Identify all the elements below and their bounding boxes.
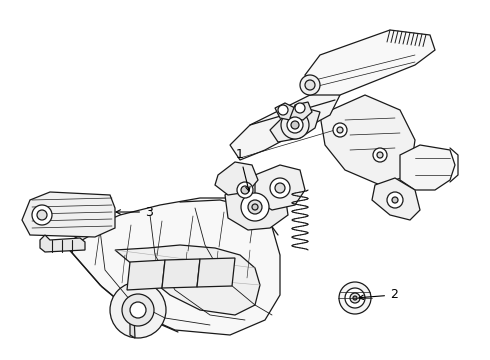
Circle shape [122, 294, 154, 326]
Circle shape [392, 197, 398, 203]
Circle shape [345, 288, 365, 308]
Circle shape [110, 282, 166, 338]
Circle shape [241, 193, 269, 221]
Circle shape [237, 182, 253, 198]
Polygon shape [127, 260, 165, 290]
Circle shape [241, 186, 249, 194]
Polygon shape [65, 198, 280, 335]
Circle shape [248, 200, 262, 214]
Polygon shape [162, 259, 200, 288]
Circle shape [337, 127, 343, 133]
Polygon shape [225, 182, 288, 230]
Text: 1: 1 [236, 148, 250, 191]
Polygon shape [305, 30, 435, 95]
Polygon shape [270, 108, 320, 142]
Polygon shape [197, 258, 235, 287]
Circle shape [387, 192, 403, 208]
Polygon shape [40, 235, 85, 252]
Text: 3: 3 [116, 206, 153, 219]
Polygon shape [320, 95, 415, 185]
Circle shape [291, 121, 299, 129]
Circle shape [295, 103, 305, 113]
Polygon shape [65, 228, 100, 248]
Circle shape [333, 123, 347, 137]
Circle shape [32, 205, 52, 225]
Polygon shape [130, 312, 135, 338]
Circle shape [305, 80, 315, 90]
Circle shape [373, 148, 387, 162]
Polygon shape [372, 178, 420, 220]
Circle shape [353, 296, 357, 300]
Circle shape [252, 204, 258, 210]
Polygon shape [215, 162, 258, 195]
Polygon shape [290, 102, 312, 120]
Circle shape [281, 111, 309, 139]
Text: 2: 2 [359, 288, 398, 302]
Polygon shape [400, 145, 455, 190]
Circle shape [350, 293, 360, 303]
Circle shape [278, 105, 288, 115]
Polygon shape [285, 110, 315, 130]
Circle shape [300, 75, 320, 95]
Circle shape [339, 282, 371, 314]
Polygon shape [115, 245, 260, 315]
Polygon shape [22, 192, 115, 237]
Circle shape [270, 178, 290, 198]
Polygon shape [230, 90, 340, 160]
Polygon shape [255, 165, 305, 210]
Circle shape [287, 117, 303, 133]
Circle shape [37, 210, 47, 220]
Circle shape [377, 152, 383, 158]
Circle shape [275, 183, 285, 193]
Circle shape [130, 302, 146, 318]
Polygon shape [275, 103, 295, 120]
